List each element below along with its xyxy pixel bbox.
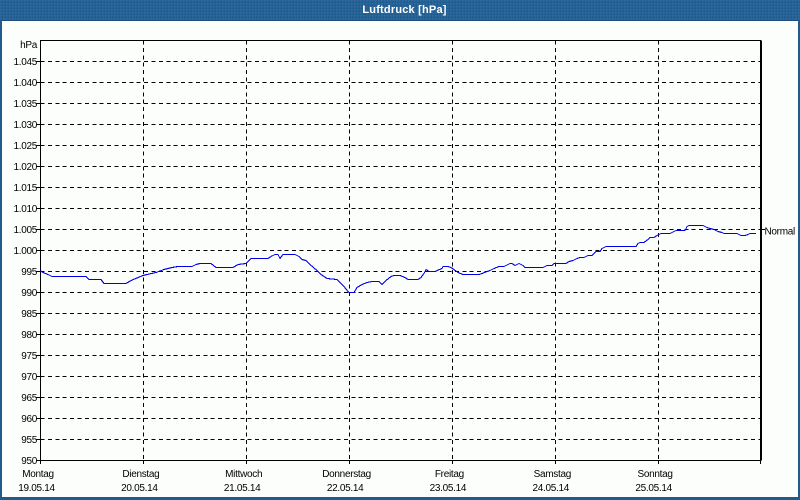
- svg-text:hPa: hPa: [20, 40, 38, 51]
- svg-text:1.040: 1.040: [13, 78, 37, 89]
- svg-text:960: 960: [21, 414, 38, 425]
- svg-text:975: 975: [21, 351, 38, 362]
- svg-text:980: 980: [21, 330, 38, 341]
- svg-text:1.015: 1.015: [13, 183, 37, 194]
- svg-text:Freitag: Freitag: [435, 469, 464, 480]
- svg-text:24.05.14: 24.05.14: [533, 483, 570, 494]
- svg-text:19.05.14: 19.05.14: [18, 483, 55, 494]
- svg-text:Mittwoch: Mittwoch: [225, 469, 262, 480]
- svg-text:965: 965: [21, 393, 38, 404]
- svg-text:Dienstag: Dienstag: [122, 469, 159, 480]
- svg-text:1.025: 1.025: [13, 141, 37, 152]
- svg-text:1.000: 1.000: [13, 246, 37, 257]
- svg-text:1.045: 1.045: [13, 57, 37, 68]
- svg-text:955: 955: [21, 435, 38, 446]
- svg-text:Donnerstag: Donnerstag: [322, 469, 371, 480]
- svg-text:1.020: 1.020: [13, 162, 37, 173]
- svg-text:1.035: 1.035: [13, 99, 37, 110]
- svg-text:995: 995: [21, 267, 38, 278]
- svg-text:Montag: Montag: [22, 469, 54, 480]
- svg-text:950: 950: [21, 456, 38, 467]
- svg-text:1.030: 1.030: [13, 120, 37, 131]
- svg-text:1.010: 1.010: [13, 204, 37, 215]
- svg-text:25.05.14: 25.05.14: [635, 483, 672, 494]
- svg-text:22.05.14: 22.05.14: [327, 483, 364, 494]
- svg-text:21.05.14: 21.05.14: [224, 483, 261, 494]
- svg-text:Sonntag: Sonntag: [638, 469, 673, 480]
- svg-text:1.005: 1.005: [13, 225, 37, 236]
- svg-text:970: 970: [21, 372, 38, 383]
- svg-text:985: 985: [21, 309, 38, 320]
- svg-text:23.05.14: 23.05.14: [430, 483, 467, 494]
- svg-text:990: 990: [21, 288, 38, 299]
- svg-text:Normal: Normal: [765, 227, 796, 238]
- svg-text:Samstag: Samstag: [534, 469, 571, 480]
- svg-text:20.05.14: 20.05.14: [121, 483, 158, 494]
